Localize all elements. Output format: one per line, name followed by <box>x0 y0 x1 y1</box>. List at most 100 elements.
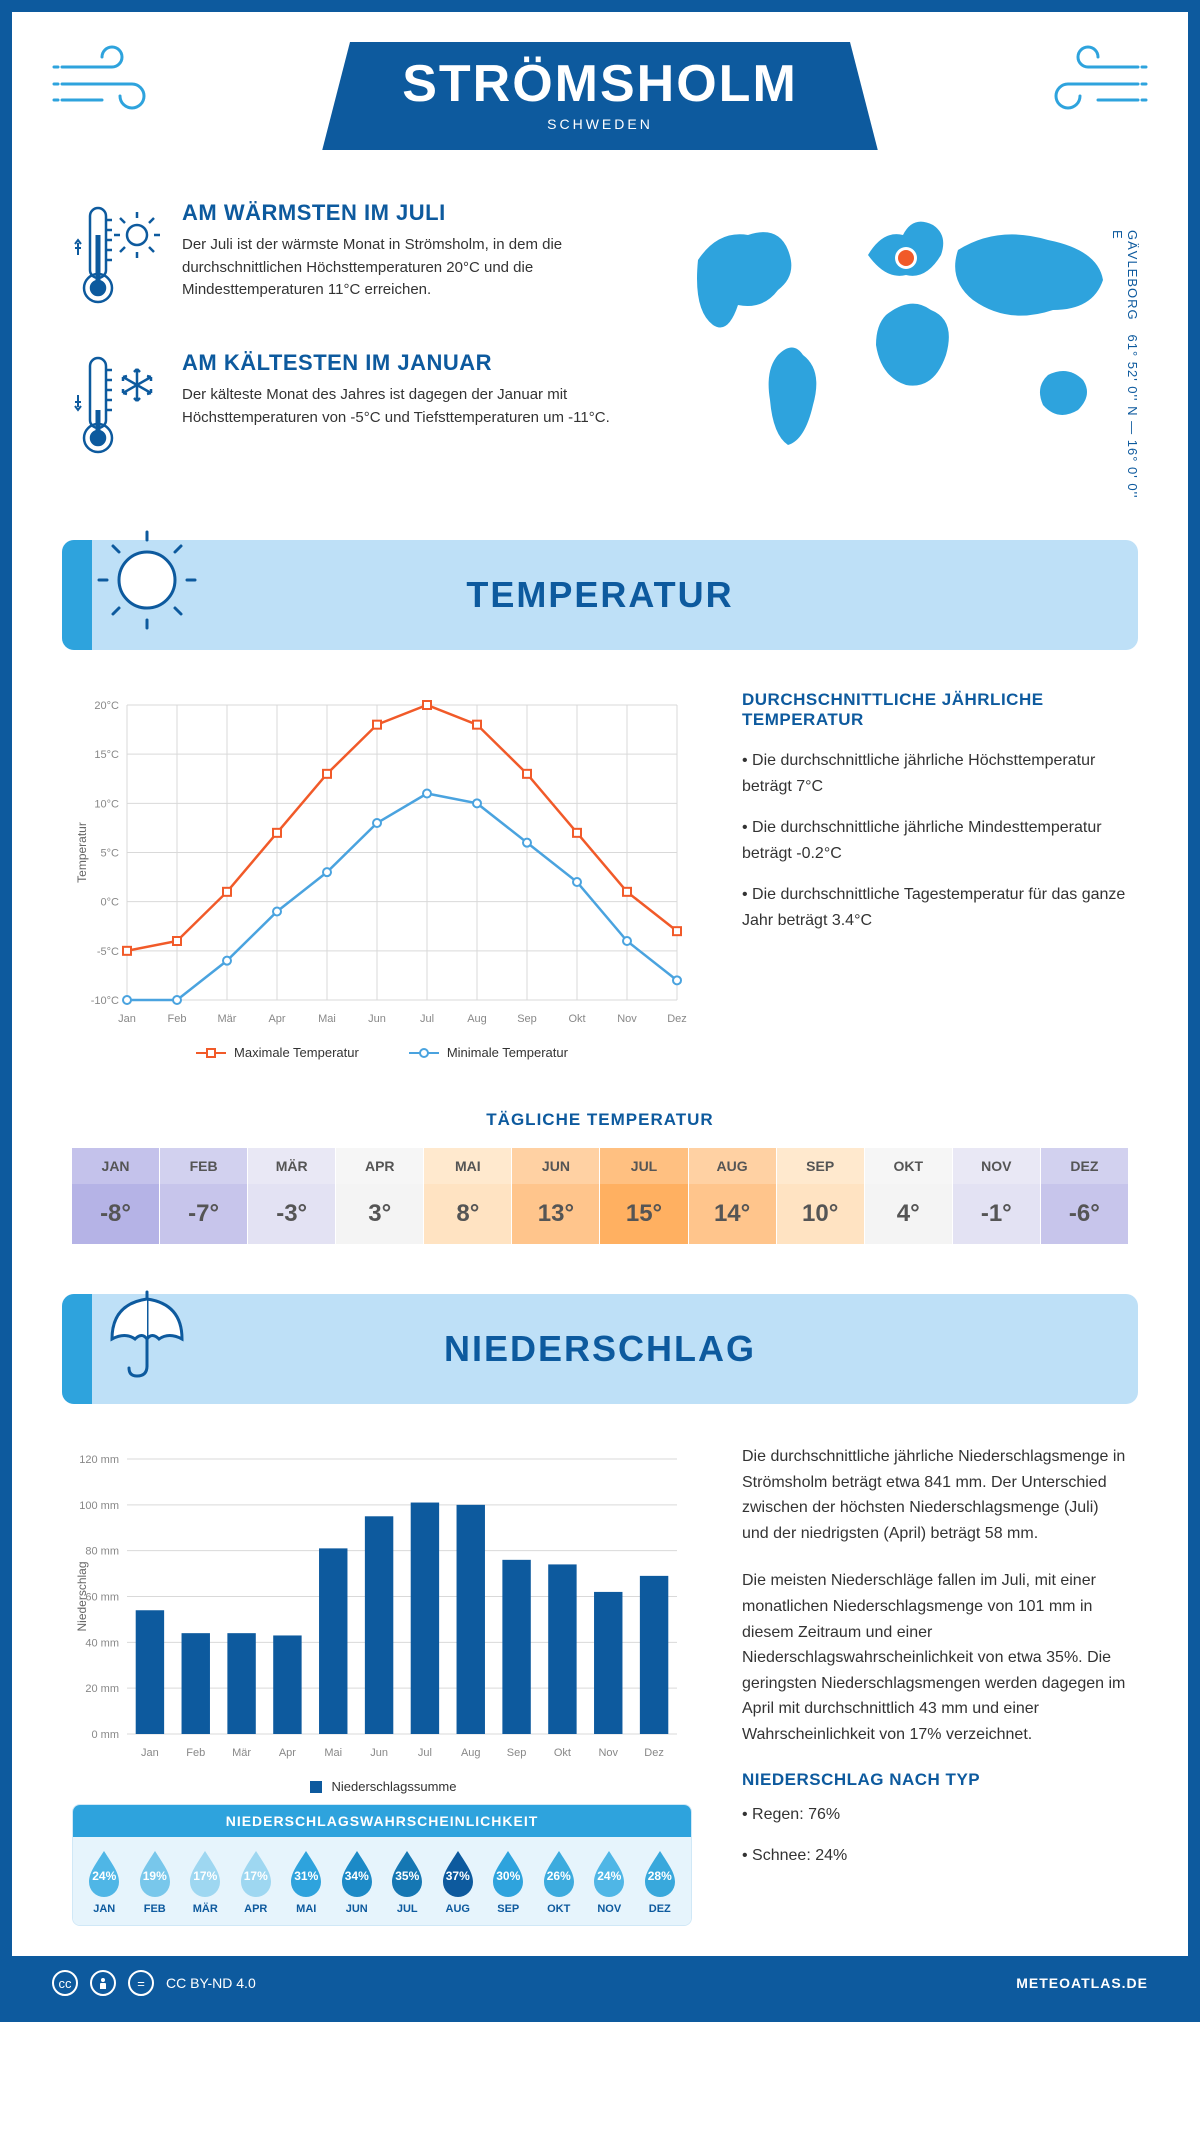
daily-temp-cell: JUL 15° <box>600 1148 688 1244</box>
section-title: TEMPERATUR <box>466 574 733 616</box>
svg-text:-5°C: -5°C <box>97 946 119 958</box>
by-icon <box>90 1970 116 1996</box>
coordinates: GÄVLEBORG 61° 52' 0'' N — 16° 0' 0'' E <box>1110 230 1140 500</box>
raindrop-icon: 37% <box>439 1849 477 1897</box>
svg-text:20°C: 20°C <box>94 700 119 712</box>
svg-text:20 mm: 20 mm <box>85 1683 119 1695</box>
precipitation-info: Die durchschnittliche jährliche Niedersc… <box>742 1444 1128 1926</box>
precip-paragraph: Die durchschnittliche jährliche Niedersc… <box>742 1444 1128 1546</box>
temperature-chart: -10°C -5°C 0°C 5°C 10°C 15°C 20°C Jan Feb Mär Apr M… <box>72 690 692 1060</box>
daily-temp-cell: MAI 8° <box>424 1148 512 1244</box>
raindrop-icon: 17% <box>186 1849 224 1897</box>
page-title: STRÖMSHOLM <box>402 54 798 114</box>
svg-text:Jan: Jan <box>141 1747 159 1759</box>
svg-text:Apr: Apr <box>268 1013 285 1025</box>
raindrop-icon: 35% <box>388 1849 426 1897</box>
svg-text:Dez: Dez <box>644 1747 664 1759</box>
precip-type-rain: • Regen: 76% <box>742 1802 1128 1828</box>
wind-icon <box>1028 42 1148 122</box>
daily-temp-cell: AUG 14° <box>689 1148 777 1244</box>
svg-text:Jun: Jun <box>370 1747 388 1759</box>
wind-icon <box>52 42 172 122</box>
svg-text:Apr: Apr <box>279 1747 296 1759</box>
legend-precip: Niederschlagssumme <box>308 1779 457 1794</box>
svg-text:Jun: Jun <box>368 1013 386 1025</box>
fact-coldest-title: AM KÄLTESTEN IM JANUAR <box>182 350 628 376</box>
svg-text:Okt: Okt <box>554 1747 571 1759</box>
svg-text:Temperatur: Temperatur <box>75 822 89 883</box>
legend-max: Maximale Temperatur <box>196 1045 359 1060</box>
svg-text:Okt: Okt <box>568 1013 585 1025</box>
svg-text:100 mm: 100 mm <box>79 1500 119 1512</box>
fact-coldest: AM KÄLTESTEN IM JANUAR Der kälteste Mona… <box>72 350 628 465</box>
footer: cc = CC BY-ND 4.0 METEOATLAS.DE <box>12 1956 1188 2010</box>
section-banner-temperatur: TEMPERATUR <box>62 540 1138 650</box>
section-title: NIEDERSCHLAG <box>444 1328 756 1370</box>
svg-text:Sep: Sep <box>517 1013 537 1025</box>
probability-cell: 26% OKT <box>534 1849 585 1915</box>
svg-text:15°C: 15°C <box>94 749 119 761</box>
daily-temp-cell: DEZ -6° <box>1041 1148 1128 1244</box>
svg-text:60 mm: 60 mm <box>85 1592 119 1604</box>
svg-text:Nov: Nov <box>617 1013 637 1025</box>
thermometer-hot-icon <box>72 200 162 315</box>
world-map <box>668 200 1128 460</box>
daily-temp-title: TÄGLICHE TEMPERATUR <box>12 1110 1188 1130</box>
svg-text:Aug: Aug <box>467 1013 487 1025</box>
fact-warmest-text: Der Juli ist der wärmste Monat in Ströms… <box>182 234 628 302</box>
svg-text:Nov: Nov <box>598 1747 618 1759</box>
probability-cell: 17% APR <box>231 1849 282 1915</box>
probability-cell: 31% MAI <box>281 1849 332 1915</box>
probability-cell: 24% JAN <box>79 1849 130 1915</box>
svg-text:Mai: Mai <box>318 1013 336 1025</box>
probability-cell: 19% FEB <box>130 1849 181 1915</box>
svg-text:Mär: Mär <box>218 1013 237 1025</box>
svg-text:Feb: Feb <box>168 1013 187 1025</box>
raindrop-icon: 26% <box>540 1849 578 1897</box>
svg-text:Mai: Mai <box>324 1747 342 1759</box>
temp-info-bullet: • Die durchschnittliche Tagestemperatur … <box>742 882 1128 933</box>
precip-paragraph: Die meisten Niederschläge fallen im Juli… <box>742 1568 1128 1747</box>
daily-temp-cell: APR 3° <box>336 1148 424 1244</box>
daily-temp-cell: JUN 13° <box>512 1148 600 1244</box>
fact-warmest-title: AM WÄRMSTEN IM JULI <box>182 200 628 226</box>
svg-text:-10°C: -10°C <box>91 995 119 1007</box>
probability-cell: 30% SEP <box>483 1849 534 1915</box>
temperature-info: DURCHSCHNITTLICHE JÄHRLICHE TEMPERATUR •… <box>742 690 1128 1060</box>
probability-cell: 37% AUG <box>433 1849 484 1915</box>
page-subtitle: SCHWEDEN <box>402 116 798 132</box>
daily-temp-cell: OKT 4° <box>865 1148 953 1244</box>
daily-temp-cell: MÄR -3° <box>248 1148 336 1244</box>
probability-box: NIEDERSCHLAGSWAHRSCHEINLICHKEIT 24% JAN … <box>72 1804 692 1926</box>
svg-text:10°C: 10°C <box>94 798 119 810</box>
svg-text:Aug: Aug <box>461 1747 481 1759</box>
svg-text:Dez: Dez <box>667 1013 687 1025</box>
raindrop-icon: 28% <box>641 1849 679 1897</box>
daily-temp-cell: FEB -7° <box>160 1148 248 1244</box>
raindrop-icon: 24% <box>85 1849 123 1897</box>
raindrop-icon: 34% <box>338 1849 376 1897</box>
probability-cell: 28% DEZ <box>635 1849 686 1915</box>
svg-text:Niederschlag: Niederschlag <box>75 1561 89 1631</box>
svg-text:Feb: Feb <box>186 1747 205 1759</box>
raindrop-icon: 24% <box>590 1849 628 1897</box>
svg-text:0°C: 0°C <box>101 897 120 909</box>
intro-section: AM WÄRMSTEN IM JULI Der Juli ist der wär… <box>12 170 1188 540</box>
svg-text:Jan: Jan <box>118 1013 136 1025</box>
daily-temp-table: JAN -8° FEB -7° MÄR -3° APR 3° MAI 8° JU… <box>72 1148 1128 1244</box>
svg-text:Jul: Jul <box>418 1747 432 1759</box>
svg-text:Mär: Mär <box>232 1747 251 1759</box>
section-banner-niederschlag: NIEDERSCHLAG <box>62 1294 1138 1404</box>
page-border: STRÖMSHOLM SCHWEDEN <box>0 0 1200 2022</box>
legend-min: Minimale Temperatur <box>409 1045 568 1060</box>
daily-temp-cell: SEP 10° <box>777 1148 865 1244</box>
svg-text:40 mm: 40 mm <box>85 1637 119 1649</box>
probability-cell: 35% JUL <box>382 1849 433 1915</box>
probability-cell: 17% MÄR <box>180 1849 231 1915</box>
header: STRÖMSHOLM SCHWEDEN <box>12 12 1188 170</box>
svg-text:Sep: Sep <box>507 1747 527 1759</box>
title-ribbon: STRÖMSHOLM SCHWEDEN <box>322 42 878 150</box>
svg-text:120 mm: 120 mm <box>79 1454 119 1466</box>
raindrop-icon: 30% <box>489 1849 527 1897</box>
svg-text:5°C: 5°C <box>101 848 120 860</box>
